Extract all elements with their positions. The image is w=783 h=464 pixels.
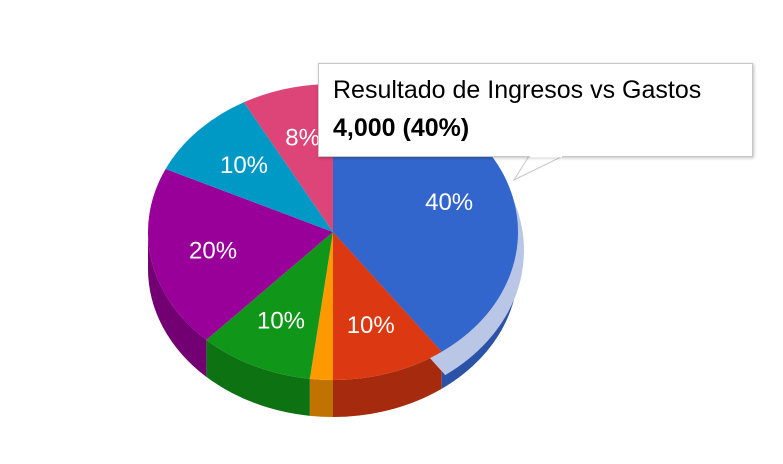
pie-slice-1[interactable] [333,232,442,380]
pie-slice-label-6: 8% [285,124,320,151]
pie-slice-side-1 [333,351,442,417]
pie-slice-4[interactable] [147,168,333,340]
tooltip: Resultado de Ingresos vs Gastos 4,000 (4… [318,63,753,157]
tooltip-title: Resultado de Ingresos vs Gastos [333,76,702,104]
pie-slice-3[interactable] [206,232,333,379]
pie-slice-side-3 [206,339,310,416]
tooltip-value: 4,000 (40%) [333,114,470,142]
pie-slice-side-4 [148,232,207,377]
pie-slice-label-4: 20% [189,237,237,264]
pie-slice-label-5: 10% [220,152,268,179]
pie-slice-label-3: 10% [257,307,305,334]
tooltip-pointer [512,155,564,182]
pie-slice-side-2 [309,378,333,417]
pie-slice-6[interactable] [243,84,333,232]
pie-slice-label-1: 10% [347,312,395,339]
pie-slice-label-0: 40% [425,189,473,216]
pie-slice-5[interactable] [165,102,333,232]
pie-slice-2[interactable] [309,232,333,380]
